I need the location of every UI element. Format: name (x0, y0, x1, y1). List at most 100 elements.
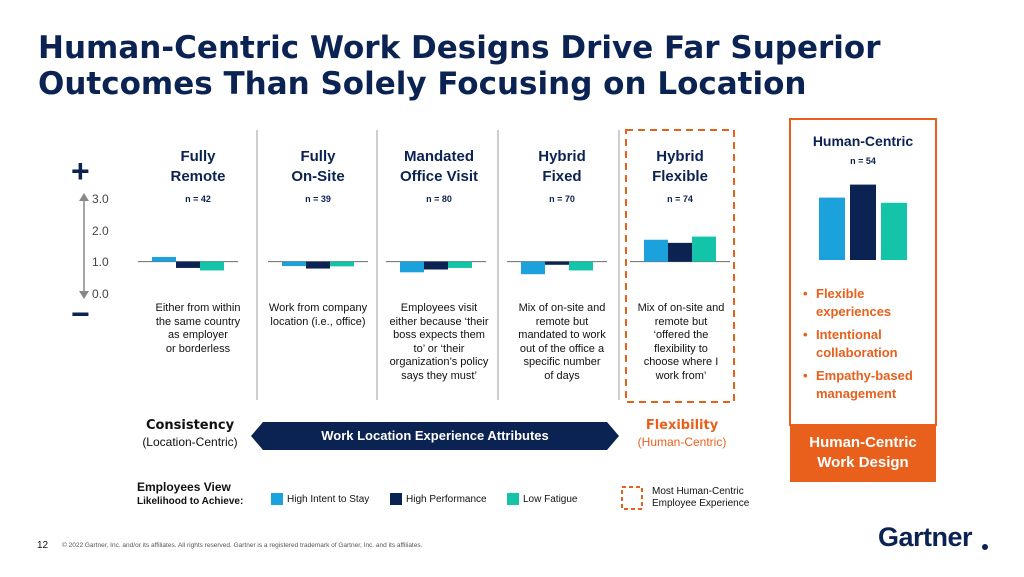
description-line: Employees visit (400, 302, 478, 314)
axis-plus-sign: + (71, 153, 90, 189)
bar-hybrid-flexible-1 (668, 242, 692, 262)
bullet-item: Empathy-based management (800, 367, 930, 403)
description-line: work from’ (655, 369, 707, 382)
column-divider (618, 130, 620, 400)
description-line: specific number (523, 356, 601, 368)
sample-size-label: n = 70 (549, 194, 575, 204)
description-line: as employer (168, 329, 228, 341)
column-title-line: Hybrid (656, 148, 704, 165)
axis-arrow-down-icon (79, 291, 89, 299)
description-line: flexibility to (654, 342, 708, 355)
description-line: remote but (654, 315, 708, 328)
page-number: 12 (37, 540, 49, 551)
column-divider (256, 130, 258, 400)
description-line: ‘offered the (653, 329, 709, 341)
spectrum-double-arrow (251, 422, 619, 450)
bar-fully-on-site-0 (282, 261, 306, 267)
bar-hybrid-fixed-2 (569, 261, 593, 271)
dashed-legend-label: Most Human-Centric Employee Experience (652, 486, 749, 510)
bar-fully-on-site-1 (306, 261, 330, 269)
human-centric-label: (Human-Centric) (637, 435, 727, 449)
column-title-hybrid-fixed: Hybrid Fixed (502, 147, 622, 187)
legend-subheading: Likelihood to Achieve: (137, 496, 244, 507)
axis-minus-sign: − (71, 296, 90, 332)
bar-hybrid-flexible-2 (692, 236, 716, 262)
description-line: choose where I (643, 356, 719, 368)
legend-label-fatigue: Low Fatigue (523, 494, 578, 505)
column-title-line: Fully (300, 148, 336, 165)
bar-human-centric-1 (850, 184, 876, 260)
column-title-line: Fixed (542, 168, 582, 185)
bullet-item: Flexible experiences (800, 285, 930, 321)
copyright-text: © 2022 Gartner, Inc. and/or its affiliat… (62, 542, 423, 549)
spectrum-arrow-label: Work Location Experience Attributes (321, 428, 549, 443)
registered-mark (982, 544, 988, 550)
column-title-line: Office Visit (399, 168, 479, 185)
description-line: out of the office a (519, 342, 605, 355)
column-title-line: Remote (170, 168, 226, 185)
bar-hybrid-fixed-1 (545, 261, 569, 265)
column-title-line: Flexible (652, 168, 708, 185)
title-line-1: Human-Centric Work Designs Drive Far Sup… (38, 30, 881, 66)
axis-arrow-up-icon (79, 193, 89, 201)
description-line: Mix of on-site and (518, 302, 606, 314)
title-line-2: Outcomes Than Solely Focusing on Locatio… (38, 66, 807, 102)
y-tick-label: 1.0 (92, 255, 109, 269)
description-line: remote but (535, 315, 589, 328)
description-line: either because ‘their (389, 315, 489, 328)
legend-heading: Employees View (137, 480, 231, 494)
description-line: location (i.e., office) (270, 315, 366, 328)
description-line: to’ or ‘their (413, 342, 465, 355)
column-divider (497, 130, 499, 400)
description-line: the same country (155, 315, 241, 328)
page-title: Human-Centric Work Designs Drive Far Sup… (38, 30, 998, 102)
column-title-fully-on-site: Fully On-Site (258, 147, 378, 187)
human-centric-bullets: Flexible experiences Intentional collabo… (800, 285, 930, 408)
description-line: Work from company (268, 302, 368, 314)
description-line: says they must’ (401, 369, 477, 382)
consistency-label: Consistency (145, 418, 235, 433)
column-divider (376, 130, 378, 400)
sample-size-label: n = 80 (426, 194, 452, 204)
hybrid-flexible-highlight-box (625, 129, 735, 403)
gartner-logo: Gartner (878, 522, 973, 552)
bar-hybrid-fixed-0 (521, 261, 545, 275)
legend-swatch-performance (390, 493, 402, 505)
description-line: organization’s policy (389, 356, 489, 368)
description-line: Either from within (155, 302, 241, 314)
bar-fully-remote-2 (200, 261, 224, 271)
flexibility-label: Flexibility (645, 418, 719, 433)
description-line: mandated to work (518, 329, 606, 341)
y-tick-label: 3.0 (92, 192, 109, 206)
sample-size-label: n = 74 (667, 194, 693, 204)
description-line: of days (544, 369, 580, 382)
bar-mandated-office-visit-0 (400, 261, 424, 273)
column-title-hybrid-flexible: Hybrid Flexible (620, 147, 740, 187)
column-description: Either from within the same country as e… (142, 302, 254, 356)
legend-swatch-fatigue (507, 493, 519, 505)
column-title-fully-remote: Fully Remote (138, 147, 258, 187)
description-line: or borderless (165, 342, 231, 355)
human-centric-sample-size: n = 54 (850, 156, 876, 166)
description-line: Mix of on-site and (637, 302, 725, 314)
bar-hybrid-flexible-0 (644, 239, 668, 262)
legend-swatch-intent (271, 493, 283, 505)
y-tick-label: 0.0 (92, 287, 109, 301)
legend-label-intent: High Intent to Stay (287, 494, 370, 505)
column-title-line: Hybrid (538, 148, 586, 165)
footer-line: Human-Centric (809, 434, 917, 451)
bar-fully-remote-0 (152, 256, 176, 262)
legend-dashed-swatch (621, 486, 643, 510)
column-title-line: Fully (180, 148, 216, 165)
bar-mandated-office-visit-2 (448, 261, 472, 268)
human-centric-work-design-footer: Human-Centric Work Design (790, 425, 936, 482)
column-title-line: Mandated (403, 148, 474, 165)
dashed-legend-line: Most Human-Centric (652, 486, 744, 497)
sample-size-label: n = 42 (185, 194, 211, 204)
bar-human-centric-2 (881, 202, 907, 260)
location-centric-label: (Location-Centric) (142, 435, 238, 449)
sample-size-label: n = 39 (305, 194, 331, 204)
bar-fully-on-site-2 (330, 261, 354, 267)
column-title-line: On-Site (291, 168, 345, 185)
